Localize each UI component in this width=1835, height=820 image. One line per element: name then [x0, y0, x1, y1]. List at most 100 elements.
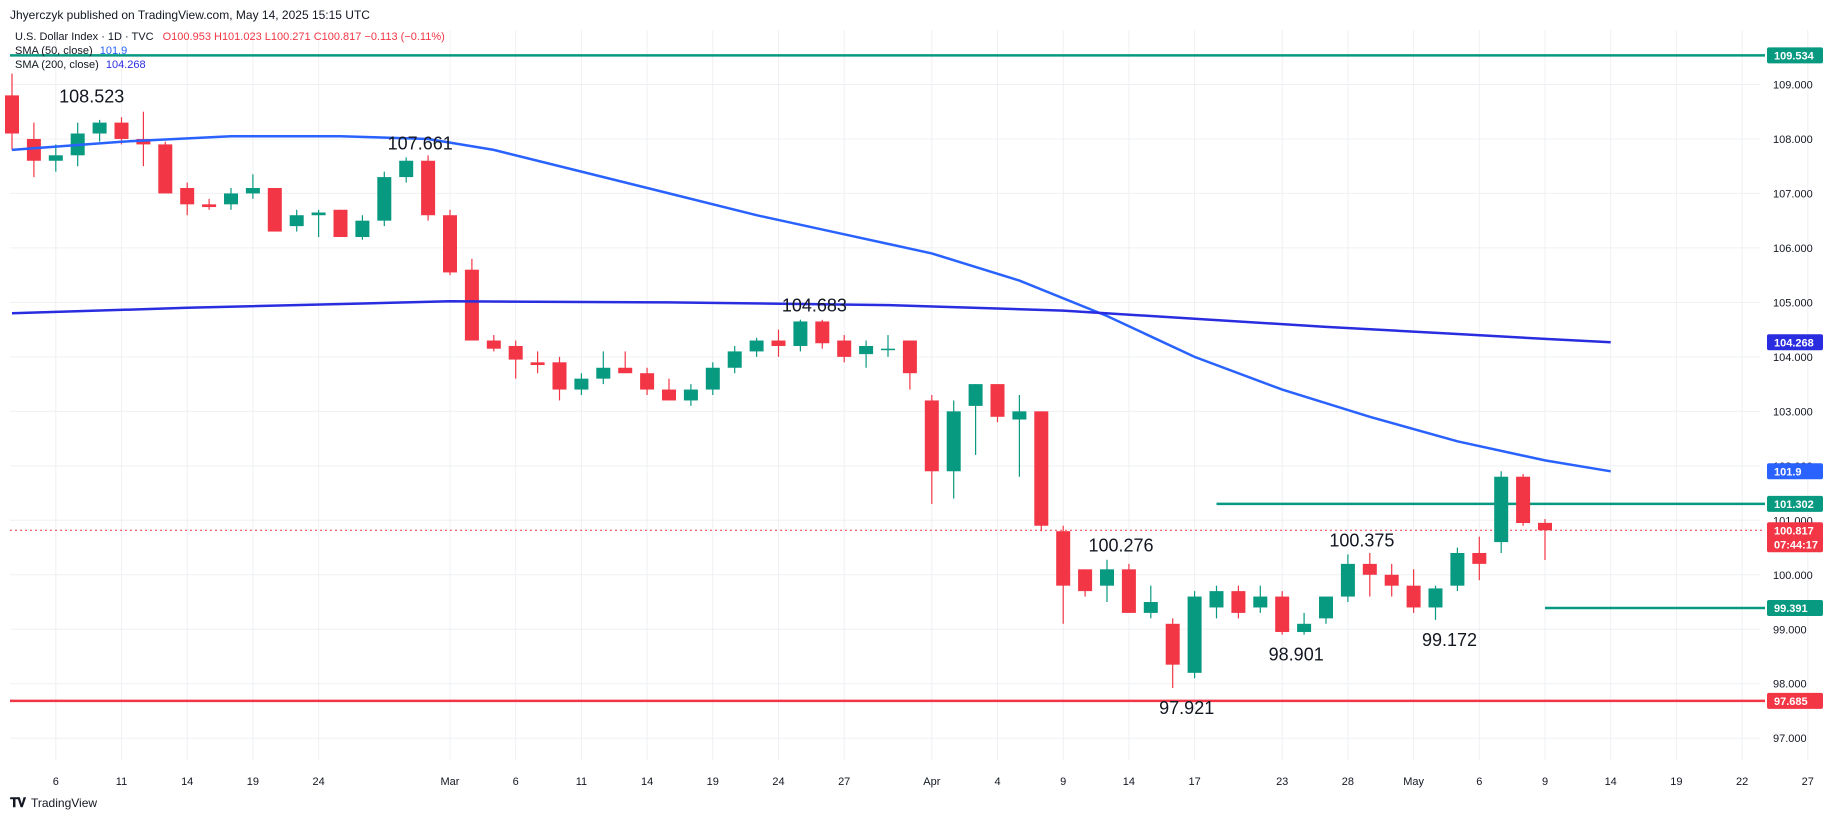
x-tick-label: 9 — [1542, 776, 1548, 788]
candle — [705, 362, 720, 395]
x-tick-label: 17 — [1188, 776, 1200, 788]
candle — [1297, 612, 1312, 635]
candle-body — [771, 340, 786, 346]
x-tick-label: 6 — [53, 776, 59, 788]
candle-body — [1034, 411, 1049, 526]
candle-body — [881, 348, 895, 351]
candle — [924, 395, 939, 504]
x-tick-label: 14 — [181, 776, 193, 788]
price-tag-label: 101.9 — [1774, 466, 1802, 478]
candle — [1209, 585, 1224, 619]
candle-body — [486, 340, 501, 349]
candle — [1494, 471, 1509, 553]
candle-body — [1121, 569, 1136, 613]
candle-body — [1078, 569, 1093, 592]
candle — [990, 384, 1005, 423]
x-tick-label: 11 — [576, 776, 587, 788]
candle-body — [683, 389, 698, 401]
candle-body — [574, 378, 589, 390]
tradingview-logo-icon: 𝐓𝐕 — [10, 795, 26, 810]
candle — [355, 215, 370, 240]
candle-body — [443, 215, 457, 273]
y-tick-label: 107.000 — [1773, 188, 1813, 200]
candle-body — [1187, 596, 1202, 673]
candle — [902, 340, 917, 390]
candle — [574, 373, 589, 395]
candle — [114, 117, 129, 145]
x-tick-label: 19 — [707, 776, 719, 788]
candle — [245, 174, 260, 199]
candle — [136, 111, 151, 167]
candle-body — [1056, 531, 1071, 586]
candle — [377, 171, 392, 227]
x-tick-label: 23 — [1276, 776, 1288, 788]
candle-body — [1406, 585, 1421, 608]
candle-body — [727, 351, 742, 368]
candle-body — [596, 367, 611, 379]
candle — [1362, 552, 1377, 597]
y-tick-label: 99.000 — [1773, 624, 1807, 636]
legend-sma200[interactable]: SMA (200, close) 104.268 — [15, 59, 146, 71]
x-tick-label: 19 — [1670, 776, 1682, 788]
legend-sma50[interactable]: SMA (50, close) 101.9 — [15, 45, 127, 57]
candle — [1056, 525, 1071, 624]
price-annotations: 108.523 107.661 104.683 100.276 100.375 98.90… — [59, 86, 1477, 718]
candle — [1121, 563, 1136, 613]
price-tag-bg — [1767, 599, 1823, 616]
candle-body — [508, 345, 523, 360]
candle-body — [1472, 552, 1487, 564]
candle-body — [333, 209, 348, 238]
y-tick-label: 103.000 — [1773, 406, 1813, 418]
price-annotation: 108.523 — [59, 86, 124, 106]
candle-body — [1231, 591, 1246, 613]
candle-body — [180, 187, 195, 205]
x-tick-label: May — [1403, 776, 1424, 788]
candle-body — [377, 177, 392, 221]
candle — [158, 141, 173, 194]
candle-body — [1384, 574, 1399, 586]
candles — [5, 73, 1552, 689]
candle — [1406, 569, 1421, 613]
x-tick-label: 6 — [1476, 776, 1482, 788]
candle-body — [924, 400, 939, 472]
time-axis: 6 11 14 19 24 Mar 6 11 14 19 24 27 Apr 4 9 14 17 23 28 May 6… — [53, 776, 1814, 788]
x-tick-label: 28 — [1342, 776, 1354, 788]
candle-body — [618, 367, 633, 374]
candle-body — [114, 122, 129, 139]
x-tick-label: 27 — [838, 776, 850, 788]
candle — [92, 119, 107, 142]
x-tick-label: 19 — [247, 776, 259, 788]
price-tag-bg — [1767, 522, 1823, 553]
candle-body — [5, 95, 19, 134]
candle-body — [705, 367, 720, 390]
candle-body — [421, 160, 436, 216]
y-tick-label: 105.000 — [1773, 297, 1813, 309]
y-tick-label: 108.000 — [1773, 134, 1813, 146]
price-axis: 97.00098.00099.000100.000101.000102.0001… — [1773, 79, 1813, 745]
candle-body — [662, 389, 676, 401]
sma200-line — [11, 300, 1611, 344]
x-tick-label: 14 — [1605, 776, 1617, 788]
price-tag-countdown: 07:44:17 — [1774, 539, 1818, 551]
price-annotation: 100.276 — [1088, 536, 1153, 556]
candle-body — [289, 215, 304, 227]
legend-ohlc: O100.953 H101.023 L100.271 C100.817 −0.1… — [163, 31, 445, 43]
y-tick-label: 104.000 — [1773, 352, 1813, 364]
candle — [5, 73, 19, 150]
candle — [1516, 473, 1531, 526]
y-tick-label: 100.000 — [1773, 570, 1813, 582]
price-annotation: 100.375 — [1329, 530, 1394, 550]
y-tick-label: 98.000 — [1773, 679, 1807, 691]
legend-title: U.S. Dollar Index · 1D · TVC O100.953 H1… — [15, 31, 445, 43]
candle — [1319, 596, 1333, 624]
candle — [1384, 563, 1399, 597]
price-annotation: 98.901 — [1269, 645, 1324, 665]
candle-body — [749, 340, 764, 352]
candle — [552, 356, 567, 401]
price-tag: 101.9 — [1767, 463, 1823, 480]
candle — [289, 209, 304, 232]
x-tick-label: 24 — [312, 776, 324, 788]
price-tag: 99.391 — [1767, 599, 1823, 616]
price-tag-label: 104.268 — [1774, 337, 1814, 349]
price-chart[interactable]: 108.523 107.661 104.683 100.276 100.375 98.90… — [0, 30, 1835, 790]
